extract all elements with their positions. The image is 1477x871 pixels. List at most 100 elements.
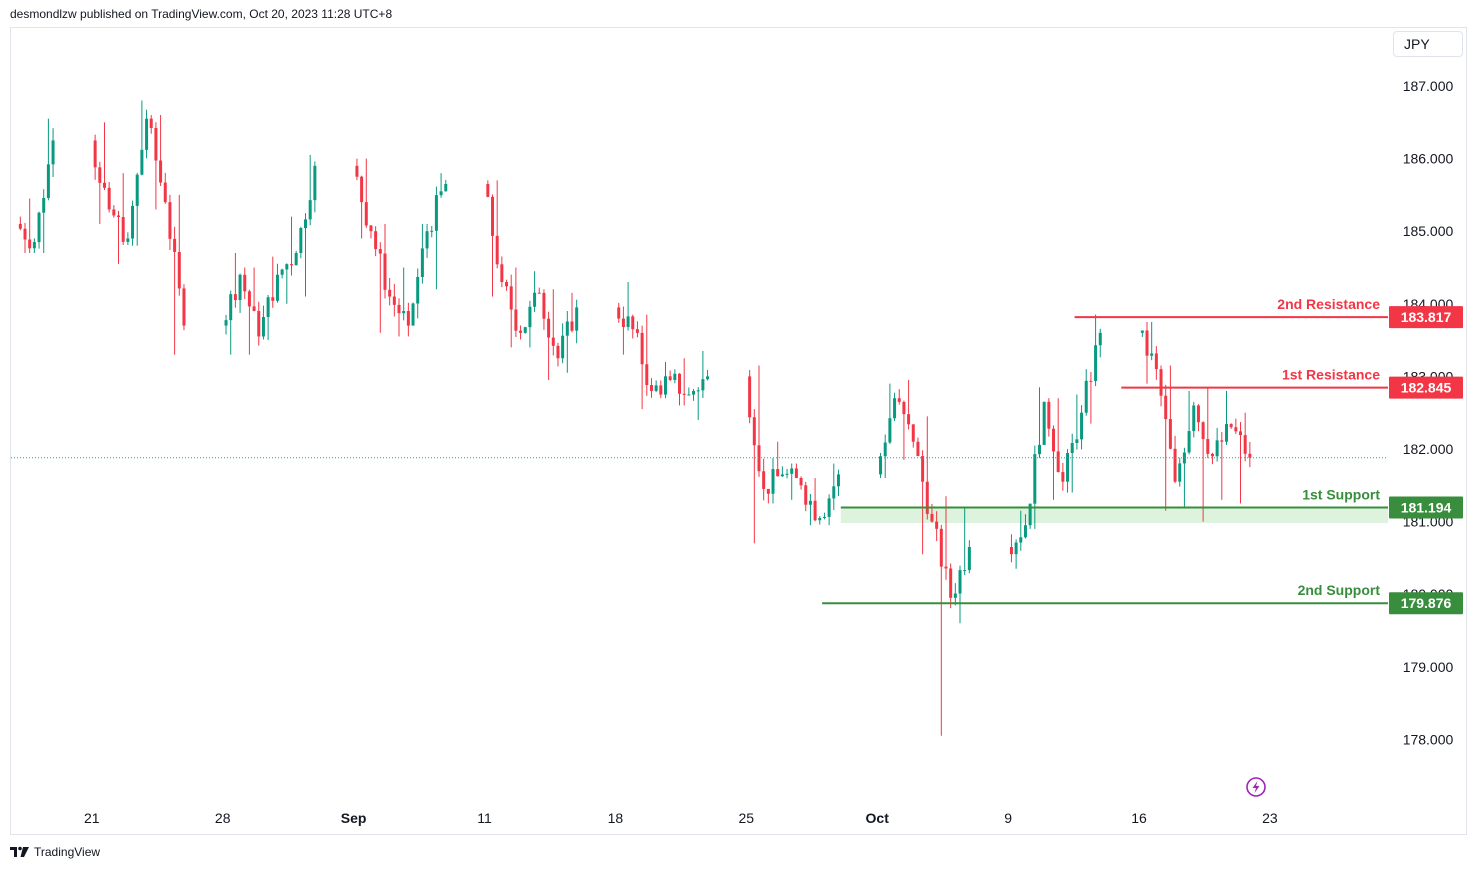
candle-body [570,321,574,331]
candle-body [822,516,826,518]
candle-body [916,441,920,456]
publisher-header: desmondlzw published on TradingView.com,… [10,7,393,21]
candle-body [383,253,387,290]
candle-body [1075,439,1079,443]
candle-body [364,202,368,226]
candle-body [663,376,667,395]
candle-body [285,264,289,270]
candle-body [1215,440,1219,457]
candle-body [953,593,957,598]
candle-body [617,307,621,319]
candle-body [46,164,50,199]
candle-body [37,212,41,243]
candle-body [1243,435,1247,454]
price-tag [1389,592,1463,615]
candle-body [51,140,55,165]
candle-body [289,264,293,266]
x-tick-label: 18 [608,810,624,826]
candle-body [392,296,396,305]
candle-body [1061,472,1065,482]
candle-body [131,205,135,239]
candle-body [149,118,153,128]
candle-body [757,445,761,472]
footer-brand[interactable]: TradingView [10,845,100,859]
candle-body [247,291,251,307]
price-tag-value: 181.194 [1401,500,1452,516]
chart-frame [10,27,1467,835]
candle-body [266,297,270,317]
candle-body [523,327,527,333]
candle-body [1037,444,1041,455]
price-tag-value: 179.876 [1401,595,1452,611]
candle-body [1196,405,1200,423]
candle-body [790,468,794,474]
candle-body [252,306,256,311]
levels-layer: 2nd Resistance 1st Resistance 1st Support 2… [11,296,1388,605]
candle-body [500,264,504,283]
candle-body [696,390,700,392]
candle-body [112,209,116,216]
candle-body [182,288,186,326]
candle-body [1206,439,1210,454]
candle-body [752,417,756,446]
candle-body [1154,353,1158,370]
price-tag [1389,306,1463,329]
candle-body [126,238,130,242]
price-tag-value: 182.845 [1401,380,1452,396]
lightning-icon[interactable] [1246,777,1266,797]
candle-body [537,292,541,294]
price-axis: 187.000186.000185.000184.000183.000182.0… [1403,78,1454,747]
x-tick-label: 21 [84,810,100,826]
candle-body [808,500,812,505]
candle-body [439,191,443,196]
candle-body [1239,431,1243,436]
x-tick-label: 9 [1004,810,1012,826]
y-tick-label: 185.000 [1403,223,1454,239]
candle-body [163,182,167,203]
candle-body [804,485,808,505]
candle-body [673,373,677,381]
candle-body [102,182,106,188]
candle-body [893,398,897,419]
candle-body [780,474,784,477]
candle-body [776,469,780,477]
candle-body [1229,424,1233,428]
candle-body [963,570,967,572]
candle-body [883,442,887,457]
currency-label: JPY [1404,36,1430,52]
x-tick-label: 16 [1131,810,1147,826]
candle-body [360,176,364,203]
level-label: 1st Support [1302,487,1380,503]
candle-body [411,303,415,326]
candle-body [280,269,284,275]
candle-body [1164,395,1168,420]
candle-body [1098,332,1102,346]
candle-body [907,414,911,425]
currency-selector[interactable]: JPY [1393,31,1463,57]
candles-layer [18,100,1252,736]
candle-body [1224,424,1228,442]
candle-body [420,248,424,277]
level-label: 1st Resistance [1282,367,1380,383]
candle-body [701,379,705,391]
candle-body [1145,330,1149,356]
candle-body [406,311,410,326]
candle-body [1056,451,1060,473]
candle-body [28,239,32,249]
candle-body [313,165,317,201]
y-tick-label: 186.000 [1403,151,1454,167]
candle-body [168,202,172,239]
candle-body [355,165,359,177]
candle-body [1023,525,1027,538]
candle-body [1084,380,1088,413]
level-label: 2nd Resistance [1277,296,1380,312]
candle-body [1234,427,1238,432]
footer-brand-label: TradingView [34,845,101,859]
candle-body [430,230,434,232]
candle-body [799,477,803,486]
candle-body [547,318,551,338]
candle-body [243,274,247,292]
candle-body [1220,440,1224,442]
price-tag-value: 183.817 [1401,309,1452,325]
